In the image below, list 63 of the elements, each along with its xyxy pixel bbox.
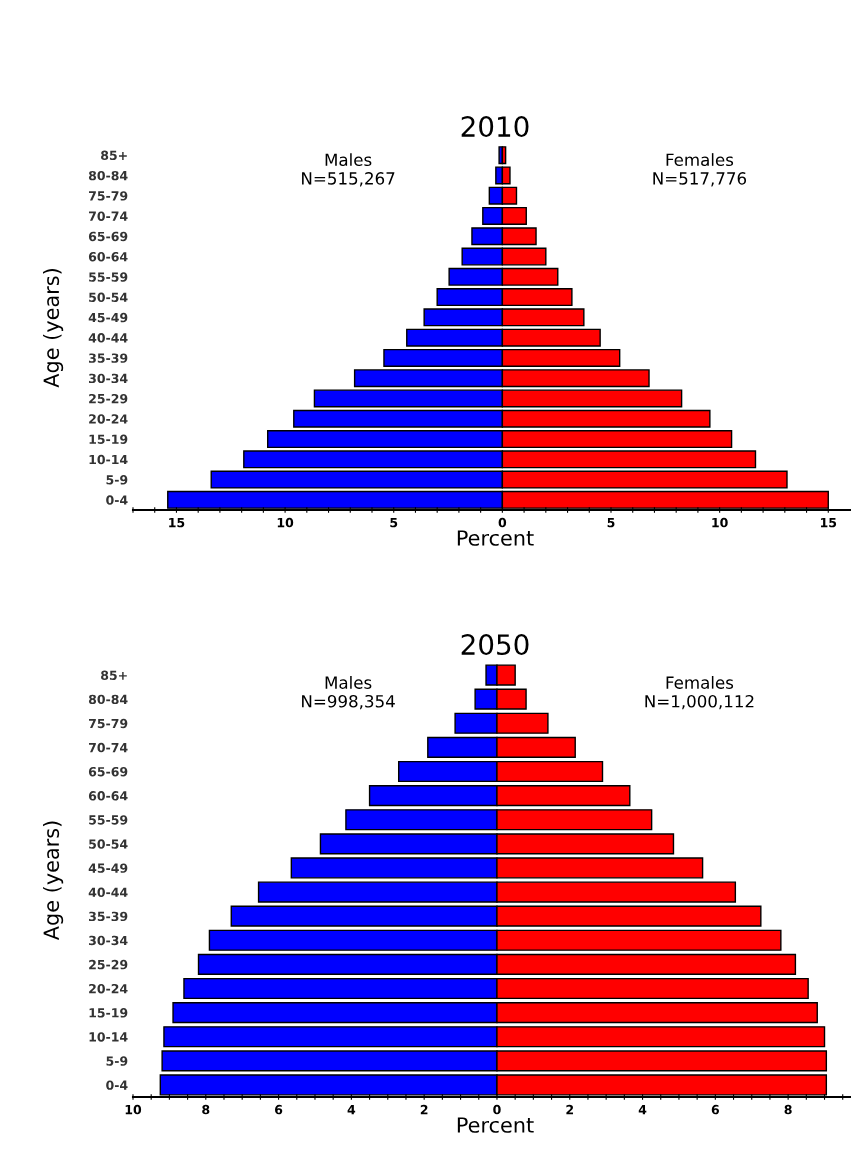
- y-tick-label: 15-19: [89, 434, 128, 444]
- y-tick-label: 30-34: [89, 935, 128, 946]
- y-tick-label: 25-29: [89, 393, 128, 404]
- y-tick-label: 25-29: [89, 959, 128, 970]
- y-tick-label: 5-9: [106, 475, 128, 485]
- y-tick-label: 0-4: [106, 495, 128, 505]
- y-tick-label: 10-14: [89, 454, 128, 465]
- y-tick-label: 20-24: [89, 983, 128, 994]
- x-tick-label: 6: [275, 1104, 283, 1115]
- x-tick-label: 5: [607, 518, 615, 528]
- y-tick-label: 45-49: [88, 312, 128, 323]
- y-tick-label: 15-19: [89, 1008, 128, 1018]
- y-tick-label: 50-54: [89, 839, 128, 849]
- y-tick-label: 35-39: [89, 353, 128, 363]
- y-tick-label: 5-9: [106, 1056, 128, 1066]
- x-tick-label: 2: [420, 1104, 428, 1115]
- x-tick-label: 8: [202, 1104, 210, 1115]
- y-tick-label: 85+: [101, 150, 127, 161]
- y-tick-label: 20-24: [89, 414, 128, 424]
- y-tick-label: 65-69: [88, 231, 128, 242]
- y-tick-label: 50-54: [89, 292, 128, 303]
- annotation: Males N=998,354: [302, 675, 395, 710]
- y-axis-title: Age (years): [43, 269, 64, 388]
- y-tick-label: 80-84: [88, 694, 128, 705]
- x-axis-title: Percent: [457, 1117, 534, 1133]
- y-tick-label: 40-44: [88, 887, 128, 897]
- x-tick-label: 15: [169, 518, 185, 528]
- y-tick-label: 60-64: [88, 252, 128, 262]
- annotation: Females N=517,776: [653, 153, 747, 187]
- y-tick-label: 75-79: [89, 718, 128, 729]
- y-tick-label: 70-74: [89, 211, 128, 221]
- x-tick-label: 8: [784, 1104, 792, 1115]
- y-tick-label: 60-64: [88, 791, 128, 801]
- x-tick-label: 5: [390, 518, 398, 528]
- x-tick-label: 10: [277, 517, 294, 528]
- y-tick-label: 0-4: [106, 1080, 128, 1090]
- annotation: Males N=515,267: [302, 153, 395, 187]
- y-tick-label: 55-59: [89, 272, 128, 282]
- y-tick-label: 80-84: [88, 170, 128, 181]
- x-tick-label: 10: [712, 517, 728, 528]
- y-tick-label: 75-79: [89, 191, 128, 201]
- y-axis-title: Age (years): [43, 821, 64, 941]
- x-tick-label: 2: [566, 1104, 574, 1115]
- y-tick-label: 35-39: [89, 911, 128, 922]
- y-tick-label: 30-34: [89, 373, 128, 384]
- y-tick-label: 40-44: [88, 333, 128, 343]
- y-tick-label: 70-74: [89, 742, 128, 753]
- chart-title: 2010: [461, 116, 529, 138]
- x-axis-title: Percent: [457, 530, 534, 546]
- annotation: Females N=1,000,112: [645, 675, 754, 710]
- x-tick-label: 4: [347, 1105, 356, 1115]
- y-tick-label: 65-69: [88, 766, 128, 777]
- y-tick-label: 85+: [101, 670, 127, 680]
- y-tick-label: 45-49: [88, 863, 128, 873]
- x-tick-label: 15: [820, 518, 837, 528]
- x-tick-label: 4: [638, 1105, 647, 1115]
- x-tick-label: 0: [498, 517, 507, 528]
- x-tick-label: 0: [493, 1104, 501, 1115]
- x-tick-label: 10: [125, 1104, 142, 1115]
- y-tick-label: 10-14: [89, 1032, 128, 1042]
- chart-title: 2050: [461, 634, 529, 656]
- y-tick-label: 55-59: [89, 815, 128, 825]
- x-tick-label: 6: [711, 1104, 720, 1115]
